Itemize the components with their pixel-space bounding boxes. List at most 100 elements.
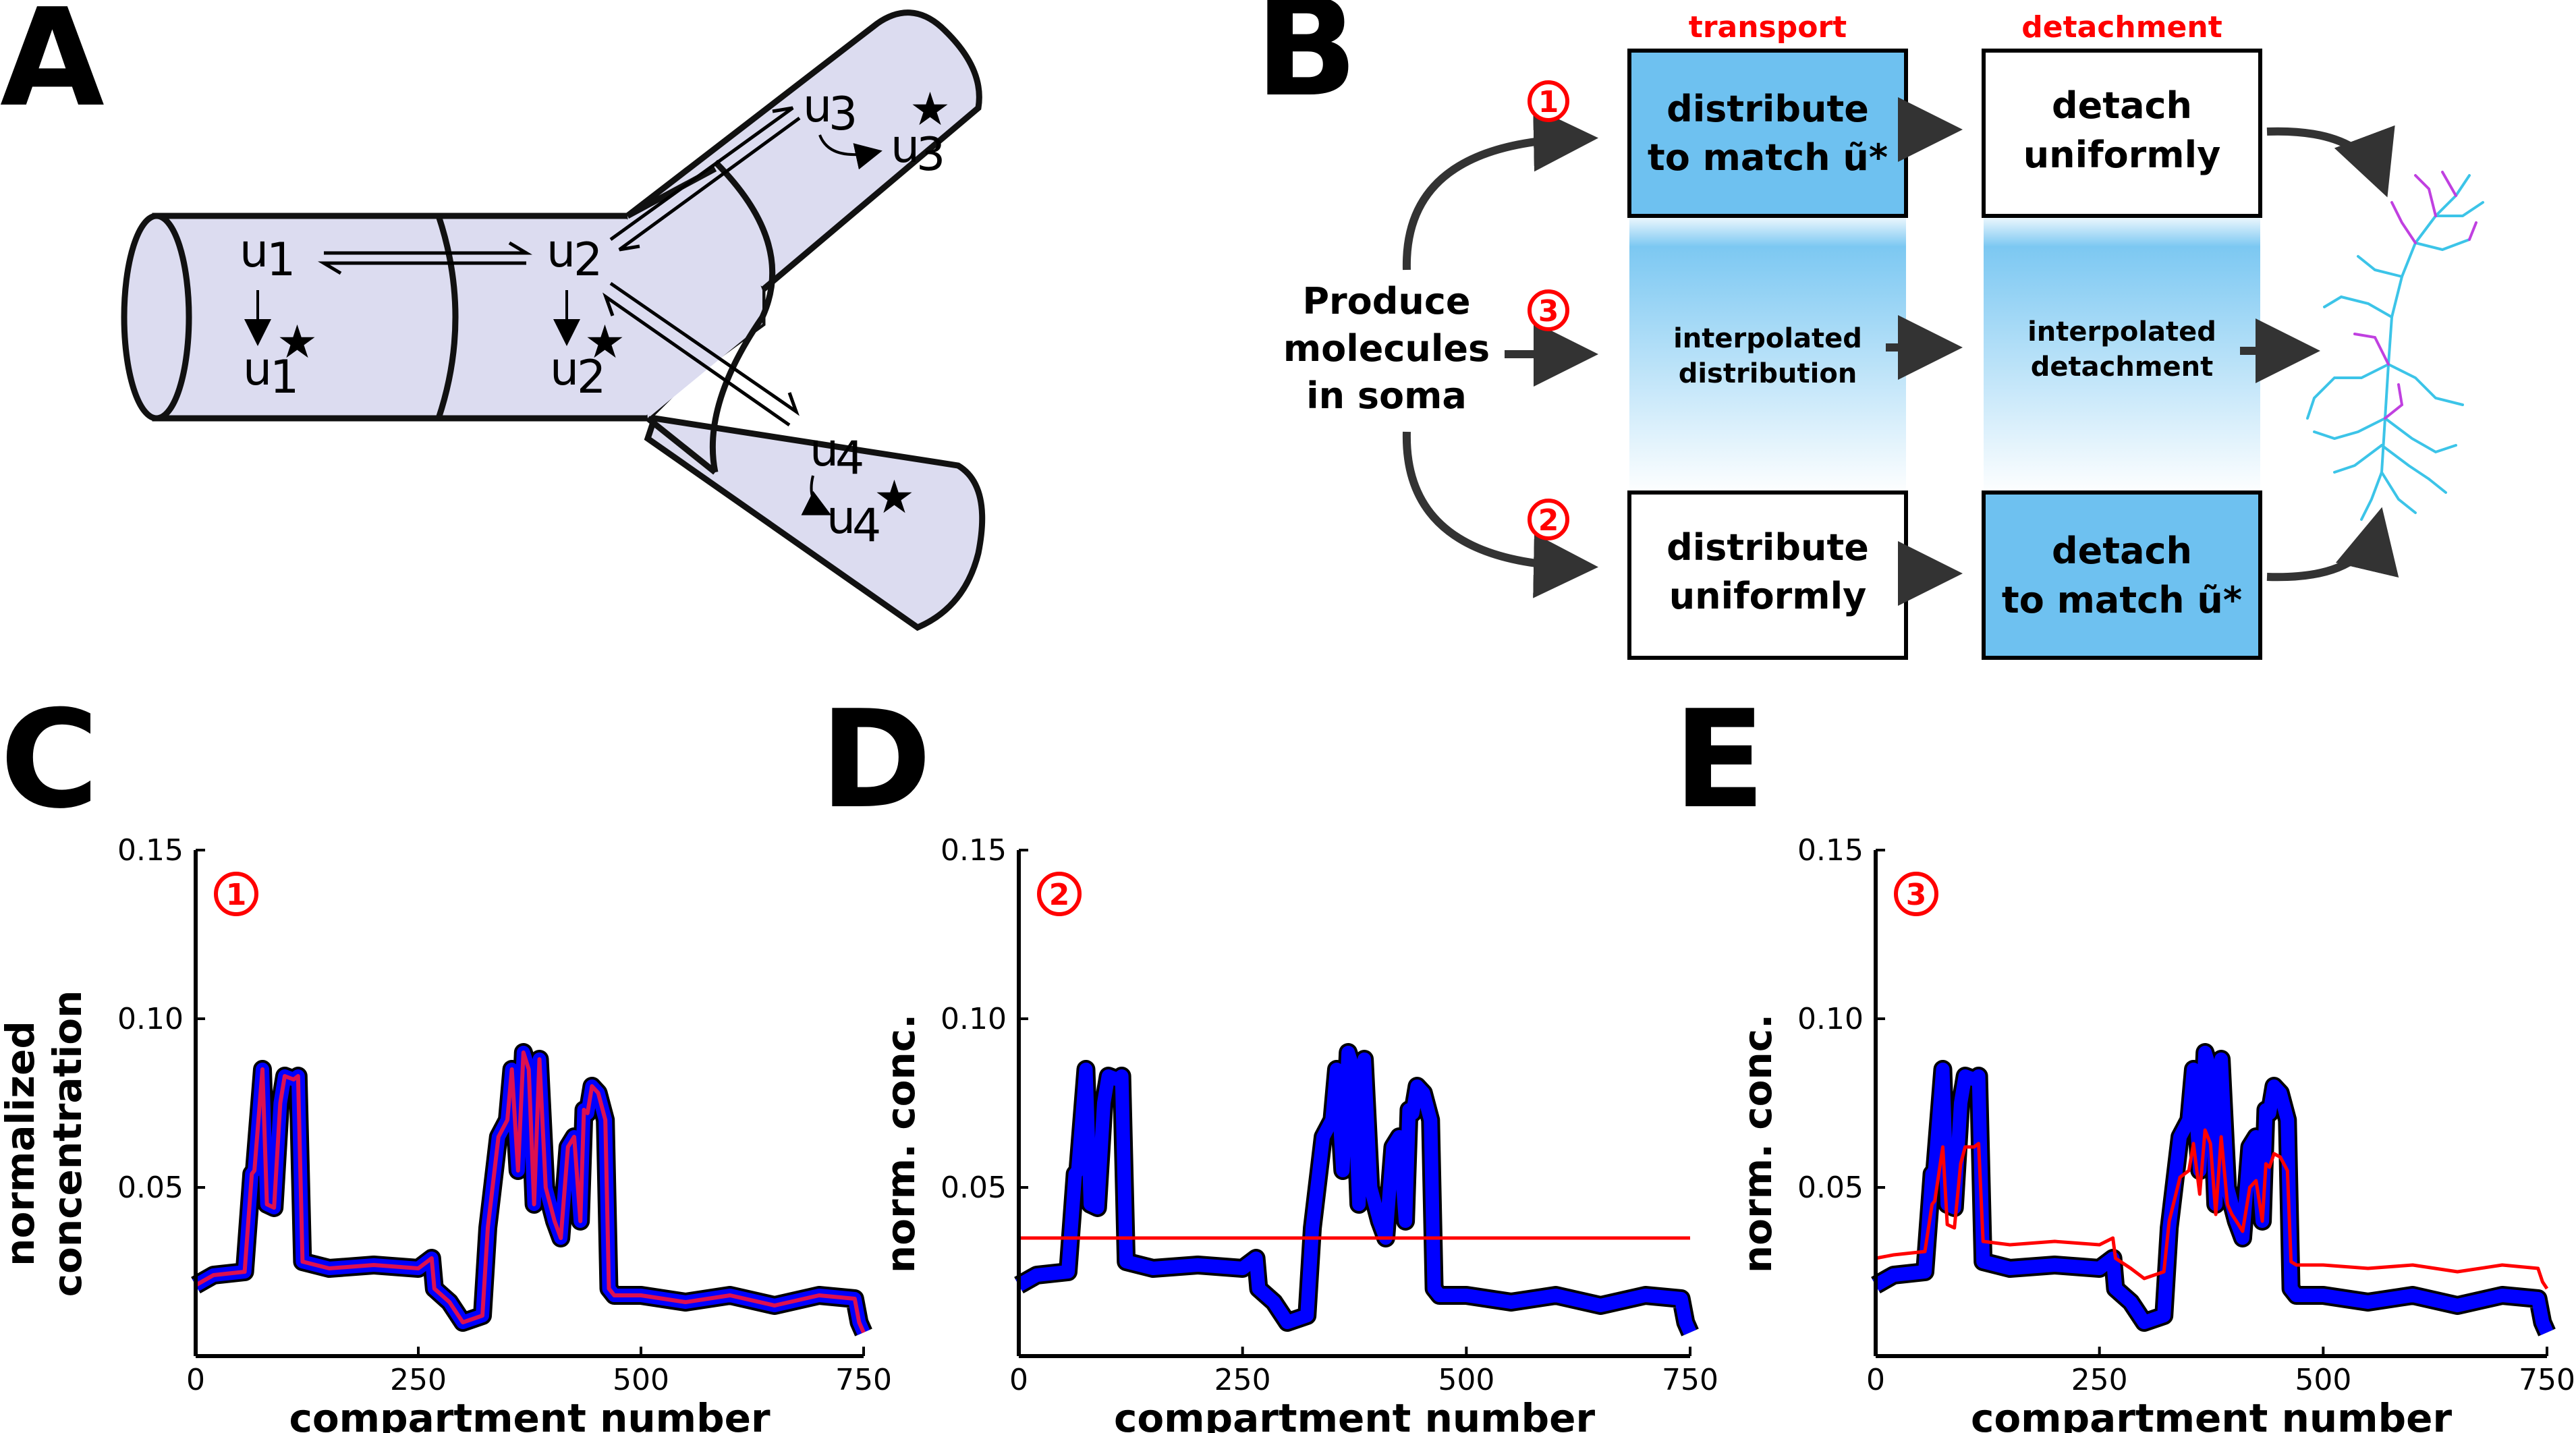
chart-badge-number: 2	[1049, 878, 1070, 912]
chart-badge-circle	[1894, 872, 1938, 916]
series-model-line	[1875, 1128, 2549, 1290]
source-line: molecules	[1283, 327, 1490, 370]
source-soma-label: Produce molecules in soma	[1283, 280, 1490, 417]
star-glyph: ★	[874, 471, 915, 524]
x-tick-label: 0	[1009, 1363, 1028, 1397]
chart-panel-d: 0 250 500 750 0.05 0.10 0.15 compartment number…	[878, 833, 1718, 1433]
x-tick-label: 0	[1866, 1363, 1885, 1397]
chart-panel-e: 0 250 500 750 0.05 0.10 0.15 compartment number…	[1735, 833, 2575, 1433]
branching-cable-diagram	[121, 9, 986, 631]
y-axis-label: concentration	[45, 990, 90, 1297]
transport-gradient-column	[1629, 213, 1906, 496]
box-line: detachment	[2031, 352, 2213, 383]
y-tick-label: 0.10	[1797, 1002, 1864, 1036]
badge-3: 3	[1528, 289, 1569, 331]
compartment-label-2: u 2 u 2 ★	[547, 225, 625, 404]
star-glyph: ★	[909, 83, 951, 136]
badge-number: 1	[1538, 85, 1559, 119]
junction-fill	[627, 169, 762, 418]
box-transport-1: distribute to match ũ*	[1627, 49, 1908, 218]
neuron-morphology-icon	[2306, 171, 2484, 521]
x-tick-label: 500	[2295, 1363, 2351, 1397]
box-detach-1: detach uniformly	[1982, 49, 2262, 218]
compartment-label-1: u 1 u 1 ★	[240, 225, 318, 404]
box-transport-3: interpolated distribution	[1673, 323, 1862, 389]
star-glyph: ★	[584, 316, 625, 369]
detachment-gradient-column	[1984, 213, 2260, 496]
x-tick-label: 500	[1438, 1363, 1494, 1397]
box-line: distribute	[1667, 526, 1869, 569]
u-subscript: 3	[829, 88, 858, 141]
badge-2: 2	[1528, 499, 1569, 540]
x-tick-label: 750	[2519, 1363, 2575, 1397]
panel-a: A u 1 u 1 ★ u	[0, 0, 986, 631]
chart-badge-circle	[214, 872, 258, 916]
u-symbol: u	[803, 80, 832, 133]
x-axis-label: compartment number	[1114, 1395, 1596, 1433]
box-line: detach	[2052, 530, 2192, 572]
u-subscript: 2	[573, 233, 603, 287]
x-tick-label: 250	[390, 1363, 447, 1397]
x-axis-label: compartment number	[1971, 1395, 2453, 1433]
x-tick-label: 0	[186, 1363, 205, 1397]
x-tick-label: 250	[1214, 1363, 1271, 1397]
y-axis-label: norm. conc.	[1735, 1014, 1781, 1273]
y-axis-label: normalized	[0, 1021, 43, 1266]
y-tick-label: 0.10	[941, 1002, 1007, 1036]
badge-number: 2	[1538, 503, 1559, 538]
u-star-symbol: u	[827, 491, 856, 544]
box-line: interpolated	[1673, 323, 1862, 354]
panel-label-e: E	[1673, 681, 1766, 839]
chart-panel-c: 0 250 500 750 0.05 0.10 0.15 compartment number…	[0, 833, 892, 1433]
panel-label-b: B	[1255, 0, 1357, 127]
box-line: to match ũ*	[2002, 579, 2242, 621]
x-tick-label: 750	[1662, 1363, 1718, 1397]
divider-2	[712, 159, 776, 318]
u-symbol: u	[810, 424, 839, 477]
badge-number: 3	[1538, 294, 1559, 329]
compartment-label-4: u 4 u 4 ★	[801, 424, 915, 553]
source-line: in soma	[1306, 374, 1467, 417]
box-detach-2: detach to match ũ*	[1982, 490, 2262, 660]
box-line: detach	[2052, 84, 2192, 127]
box-line: interpolated	[2027, 316, 2216, 347]
u-subscript: 4	[835, 432, 864, 485]
chart-badge-number: 3	[1906, 878, 1927, 912]
panel-b: B transport detachment distribute to mat…	[1255, 0, 2484, 660]
u-star-subscript: 2	[577, 351, 606, 404]
y-tick-label: 0.15	[117, 833, 184, 868]
compartment-label-3: u 3 u 3 ★	[803, 80, 951, 181]
panel-label-a: A	[0, 0, 105, 137]
u-symbol: u	[547, 225, 576, 278]
panel-label-c: C	[0, 681, 99, 839]
box-line: to match ũ*	[1648, 136, 1888, 179]
u-star-subscript: 1	[270, 351, 299, 404]
y-tick-label: 0.10	[117, 1002, 184, 1036]
y-axis-label: norm. conc.	[878, 1014, 924, 1273]
star-glyph: ★	[277, 316, 318, 369]
y-tick-label: 0.05	[941, 1171, 1007, 1205]
u-symbol: u	[240, 225, 269, 278]
divider-3	[709, 315, 765, 473]
y-tick-label: 0.05	[117, 1171, 184, 1205]
u-subscript: 1	[267, 233, 296, 287]
series-target-line	[1872, 1046, 2554, 1336]
series-model-line	[194, 1050, 866, 1334]
box-line: distribute	[1667, 88, 1869, 130]
lower-branch	[644, 414, 986, 631]
divider-1	[435, 215, 459, 420]
header-detachment: detachment	[2021, 10, 2222, 45]
source-line: Produce	[1302, 280, 1470, 322]
u-star-symbol: u	[891, 120, 920, 173]
flow-arrows	[1402, 97, 2399, 606]
box-line: uniformly	[1669, 575, 1867, 617]
u-star-symbol: u	[550, 343, 579, 396]
y-tick-label: 0.15	[941, 833, 1007, 868]
x-tick-label: 250	[2071, 1363, 2128, 1397]
x-tick-label: 750	[835, 1363, 892, 1397]
x-axis-label: compartment number	[289, 1395, 771, 1433]
y-tick-label: 0.05	[1797, 1171, 1864, 1205]
panel-label-d: D	[820, 681, 932, 839]
series-target-line	[1015, 1046, 1697, 1336]
exchange-arrows	[317, 106, 801, 427]
